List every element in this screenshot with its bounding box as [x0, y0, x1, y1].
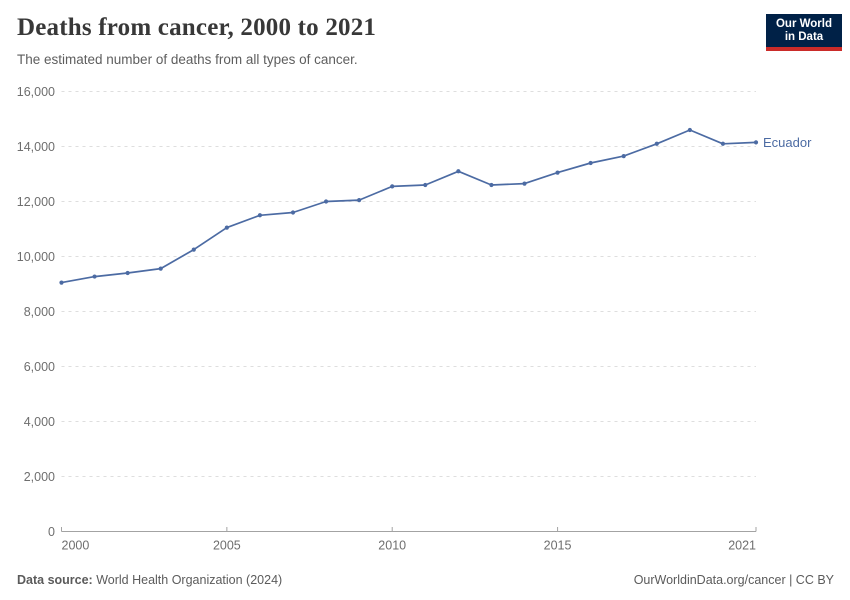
- data-point[interactable]: [423, 182, 428, 188]
- data-point[interactable]: [125, 270, 130, 276]
- y-axis-tick-label: 4,000: [24, 415, 55, 429]
- owid-logo[interactable]: Our World in Data: [766, 14, 842, 51]
- data-point[interactable]: [456, 169, 461, 174]
- data-point[interactable]: [257, 213, 263, 218]
- data-point[interactable]: [191, 247, 196, 252]
- x-axis-tick-label: 2000: [62, 539, 90, 553]
- data-point[interactable]: [158, 266, 163, 271]
- data-point[interactable]: [621, 154, 626, 159]
- x-axis-tick-label: 2015: [544, 539, 572, 553]
- credit-link[interactable]: OurWorldinData.org/cancer | CC BY: [633, 573, 834, 587]
- x-axis-tick-label: 2021: [728, 539, 756, 553]
- y-axis-tick-label: 6,000: [24, 360, 55, 374]
- data-point[interactable]: [357, 198, 362, 203]
- y-axis-tick-label: 2,000: [24, 470, 55, 484]
- y-axis-tick-label: 0: [48, 525, 55, 539]
- chart-subtitle: The estimated number of deaths from all …: [17, 52, 358, 67]
- chart-title: Deaths from cancer, 2000 to 2021: [17, 14, 377, 41]
- data-point[interactable]: [290, 210, 296, 215]
- data-source-text: World Health Organization (2024): [92, 573, 283, 587]
- data-point[interactable]: [59, 280, 64, 285]
- data-point[interactable]: [687, 127, 692, 133]
- data-point[interactable]: [720, 141, 726, 146]
- data-source-note: Data source: World Health Organization (…: [17, 573, 282, 587]
- owid-logo-line2: in Data: [784, 31, 824, 43]
- data-point[interactable]: [92, 274, 97, 279]
- data-point[interactable]: [390, 184, 395, 189]
- data-source-label: Data source:: [17, 573, 93, 587]
- data-point[interactable]: [555, 170, 560, 175]
- data-point[interactable]: [489, 182, 494, 188]
- data-point[interactable]: [588, 160, 593, 166]
- data-point[interactable]: [522, 181, 527, 186]
- y-axis-tick-label: 14,000: [17, 140, 55, 154]
- chart-footer: Data source: World Health Organization (…: [0, 573, 850, 587]
- y-axis-tick-label: 8,000: [24, 305, 55, 319]
- owid-logo-line1: Our World: [775, 18, 832, 30]
- x-axis-tick-label: 2005: [213, 539, 241, 553]
- data-point[interactable]: [654, 141, 659, 146]
- y-axis-tick-label: 16,000: [17, 85, 55, 99]
- data-point[interactable]: [323, 199, 329, 204]
- data-point[interactable]: [224, 225, 229, 230]
- data-point[interactable]: [753, 140, 759, 145]
- x-axis-tick-label: 2010: [378, 539, 406, 553]
- y-axis-tick-label: 12,000: [17, 195, 55, 209]
- series-end-label[interactable]: Ecuador: [763, 135, 812, 150]
- y-axis-tick-label: 10,000: [17, 250, 55, 264]
- data-line-ecuador[interactable]: [60, 129, 757, 284]
